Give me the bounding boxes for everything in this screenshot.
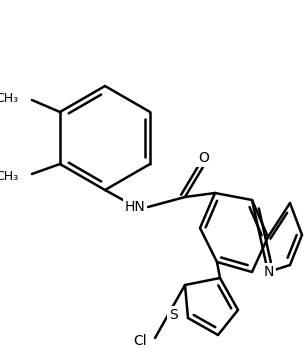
Text: N: N xyxy=(264,265,274,279)
Text: O: O xyxy=(199,151,209,165)
Text: S: S xyxy=(169,308,178,322)
Text: CH₃: CH₃ xyxy=(0,170,18,182)
Text: HN: HN xyxy=(125,200,145,214)
Text: Cl: Cl xyxy=(133,334,147,348)
Text: CH₃: CH₃ xyxy=(0,92,18,105)
